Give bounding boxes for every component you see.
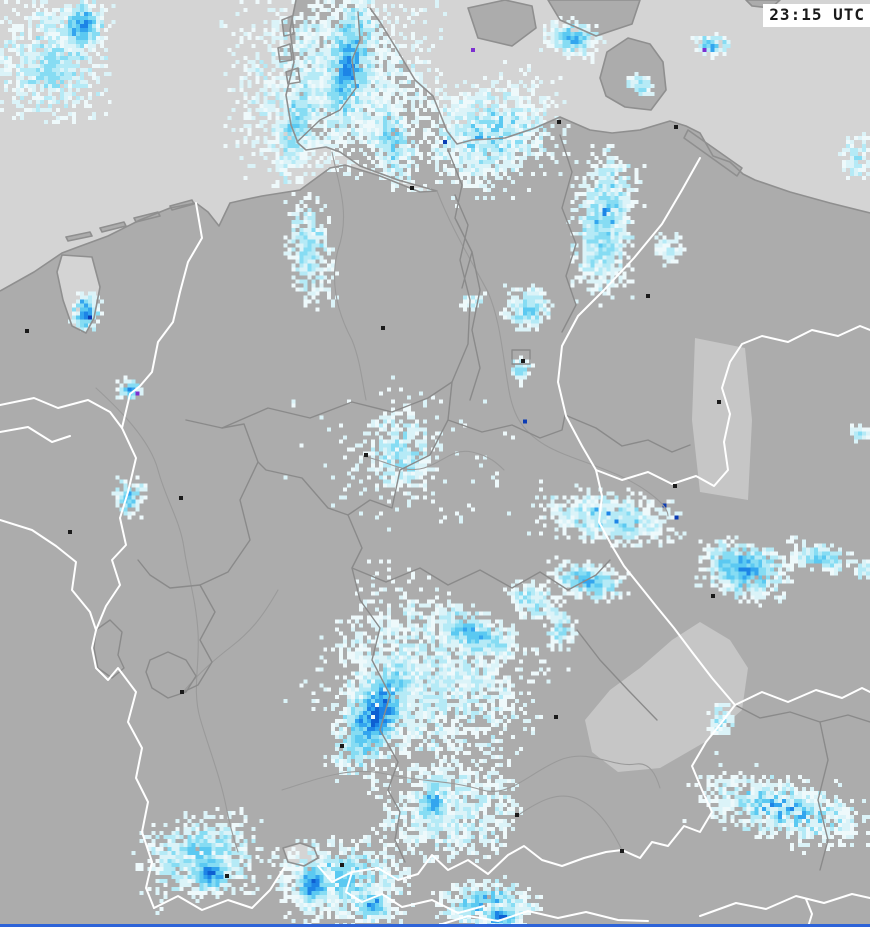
city-dot <box>673 484 677 488</box>
city-dot <box>515 813 519 817</box>
city-dot <box>674 125 678 129</box>
border-cz-at <box>734 687 870 706</box>
city-dot <box>717 400 721 404</box>
city-dot <box>25 329 29 333</box>
city-dot <box>554 715 558 719</box>
state-borders <box>93 11 870 871</box>
border-be-fr <box>0 519 97 631</box>
city-dot <box>620 849 624 853</box>
city-dot <box>557 120 561 124</box>
city-dot <box>381 326 385 330</box>
city-dot <box>179 496 183 500</box>
border-ch <box>153 865 485 914</box>
city-dot <box>364 453 368 457</box>
border-alps-south <box>435 893 870 927</box>
city-dot <box>225 874 229 878</box>
river-danube <box>281 755 661 792</box>
border-nl-be <box>0 397 123 443</box>
river-elbe <box>436 190 669 517</box>
border-de-cz <box>595 469 736 706</box>
river-moselle <box>182 589 279 693</box>
border-nl-de <box>119 202 203 519</box>
city-dot <box>646 294 650 298</box>
rivers <box>95 151 669 853</box>
city-dots <box>25 120 721 878</box>
river-main <box>365 450 505 471</box>
city-dot <box>68 530 72 534</box>
city-dot <box>180 690 184 694</box>
river-inn <box>516 795 623 851</box>
city-dot <box>711 594 715 598</box>
border-cz-pl <box>595 325 870 487</box>
coastlines <box>0 0 870 867</box>
timestamp-label: 23:15 UTC <box>763 4 870 27</box>
border-de-pl <box>557 157 701 471</box>
city-dot <box>410 186 414 190</box>
city-dot <box>340 744 344 748</box>
bottom-edge-strip <box>0 924 870 927</box>
border-be-de <box>95 517 127 631</box>
river-weser <box>331 151 367 401</box>
border-fr-de <box>91 629 155 909</box>
country-borders <box>0 157 870 927</box>
border-at-de <box>351 704 736 881</box>
city-dot <box>340 863 344 867</box>
city-dot <box>521 359 525 363</box>
river-rhine <box>95 387 239 853</box>
